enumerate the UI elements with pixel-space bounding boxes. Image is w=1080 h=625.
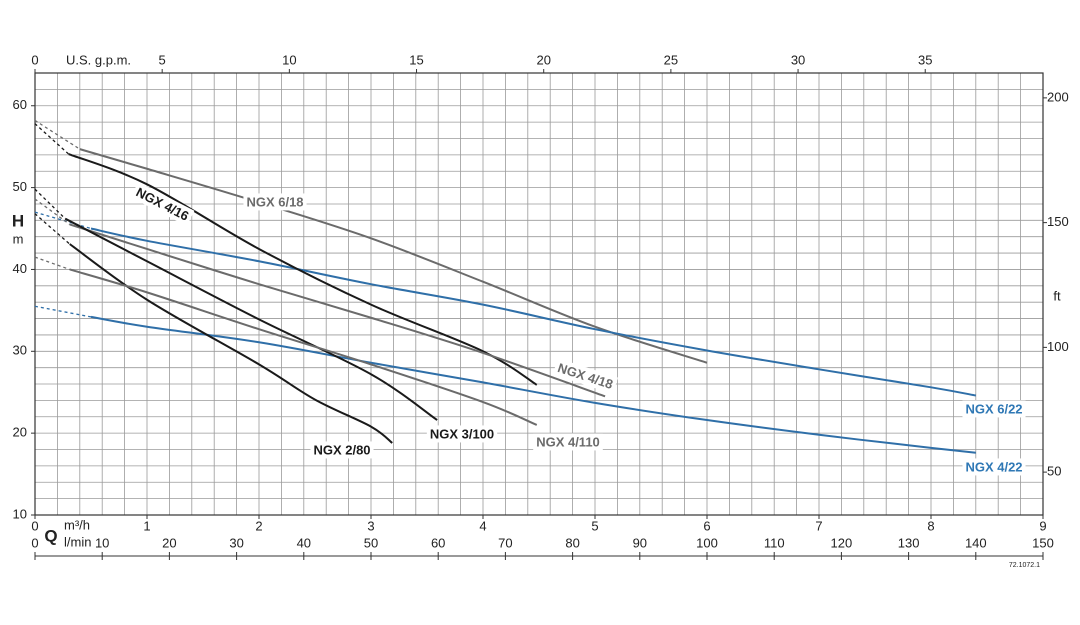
series-label-bg <box>243 193 307 211</box>
series-label: NGX 4/18 <box>556 360 615 392</box>
curve <box>69 243 393 444</box>
x-tick-label: 2 <box>255 518 262 533</box>
x-tick-label: 8 <box>927 518 934 533</box>
series-label-bg <box>310 441 374 459</box>
curve <box>69 223 606 398</box>
curve <box>90 315 976 454</box>
x2-tick-label: 150 <box>1032 535 1054 550</box>
x-tick-label: 0 <box>31 518 38 533</box>
curve-extrapolation <box>34 256 70 271</box>
y-tick-label: 30 <box>13 343 27 358</box>
curve-extrapolation <box>34 213 71 245</box>
top-tick-label: 0 <box>31 52 38 67</box>
curve-extrapolation <box>34 211 92 230</box>
curve-extrapolation <box>34 119 81 150</box>
y-tick-label: 10 <box>13 506 27 521</box>
y-tick-label: 50 <box>13 179 27 194</box>
y2-tick-label: 150 <box>1047 214 1069 229</box>
x2-tick-label: 70 <box>498 535 512 550</box>
x-tick-label: 3 <box>367 518 374 533</box>
y-axis-unit: m <box>13 231 24 246</box>
series-label: NGX 4/110 <box>536 434 600 449</box>
x2-tick-label: 30 <box>229 535 243 550</box>
series-label-bg <box>426 425 498 443</box>
x2-tick-label: 120 <box>831 535 853 550</box>
y-axis-title: H <box>12 211 24 230</box>
x2-tick-label: 140 <box>965 535 987 550</box>
series-label-bg <box>962 458 1026 476</box>
x2-tick-label: 20 <box>162 535 176 550</box>
top-tick-label: 20 <box>536 52 550 67</box>
y2-tick-label: 200 <box>1047 89 1069 104</box>
top-tick-label: 15 <box>409 52 423 67</box>
series-label: NGX 2/80 <box>313 442 370 457</box>
x2-tick-label: 130 <box>898 535 920 550</box>
series-label: NGX 6/22 <box>965 401 1022 416</box>
x2-tick-label: 110 <box>764 535 785 550</box>
x2-tick-label: 100 <box>696 535 718 550</box>
plot-frame <box>34 72 1044 516</box>
top-tick-label: 35 <box>918 52 932 67</box>
y2-axis-title: ft <box>1053 288 1061 303</box>
top-tick-label: 25 <box>664 52 678 67</box>
x2-tick-label: 80 <box>565 535 579 550</box>
x2-tick-label: 60 <box>431 535 445 550</box>
series-label-bg <box>533 433 603 451</box>
y2-tick-label: 50 <box>1047 464 1061 479</box>
x2-tick-label: 50 <box>364 535 378 550</box>
curve <box>68 153 538 386</box>
footnote: 72.1072.1 <box>1009 562 1040 569</box>
curve-extrapolation <box>34 188 66 220</box>
x-tick-label: 6 <box>703 518 710 533</box>
x-tick-label: 9 <box>1039 518 1046 533</box>
x2-tick-label: 0 <box>31 535 38 550</box>
x-tick-label: 5 <box>591 518 598 533</box>
x-axis-unit: m³/h <box>64 517 90 532</box>
x-tick-label: 7 <box>815 518 822 533</box>
y-tick-label: 60 <box>13 97 27 112</box>
top-tick-label: 30 <box>791 52 805 67</box>
series-label-bg <box>962 400 1026 418</box>
top-tick-label: 5 <box>159 52 166 67</box>
y-tick-label: 40 <box>13 261 27 276</box>
x2-tick-label: 90 <box>633 535 647 550</box>
x-tick-label: 1 <box>143 518 150 533</box>
top-tick-label: 10 <box>282 52 296 67</box>
x-axis-title: Q <box>44 526 57 545</box>
series-label-bg <box>552 358 618 394</box>
curve-extrapolation <box>34 123 70 155</box>
curve <box>69 268 538 426</box>
series-label: NGX 3/100 <box>430 426 494 441</box>
x2-tick-label: 10 <box>95 535 109 550</box>
curve-extrapolation <box>34 198 71 225</box>
x2-axis-unit: l/min <box>64 534 91 549</box>
curve-extrapolation <box>34 305 92 318</box>
curve <box>90 227 976 397</box>
curve <box>79 148 708 364</box>
series-label: NGX 4/22 <box>965 459 1022 474</box>
y-tick-label: 20 <box>13 425 27 440</box>
curve <box>64 217 438 421</box>
y2-tick-label: 100 <box>1047 339 1069 354</box>
series-label-bg <box>130 182 195 226</box>
x-tick-label: 4 <box>479 518 486 533</box>
top-axis-unit: U.S. g.p.m. <box>66 52 131 67</box>
x2-tick-label: 40 <box>297 535 311 550</box>
series-label: NGX 6/18 <box>246 194 303 209</box>
